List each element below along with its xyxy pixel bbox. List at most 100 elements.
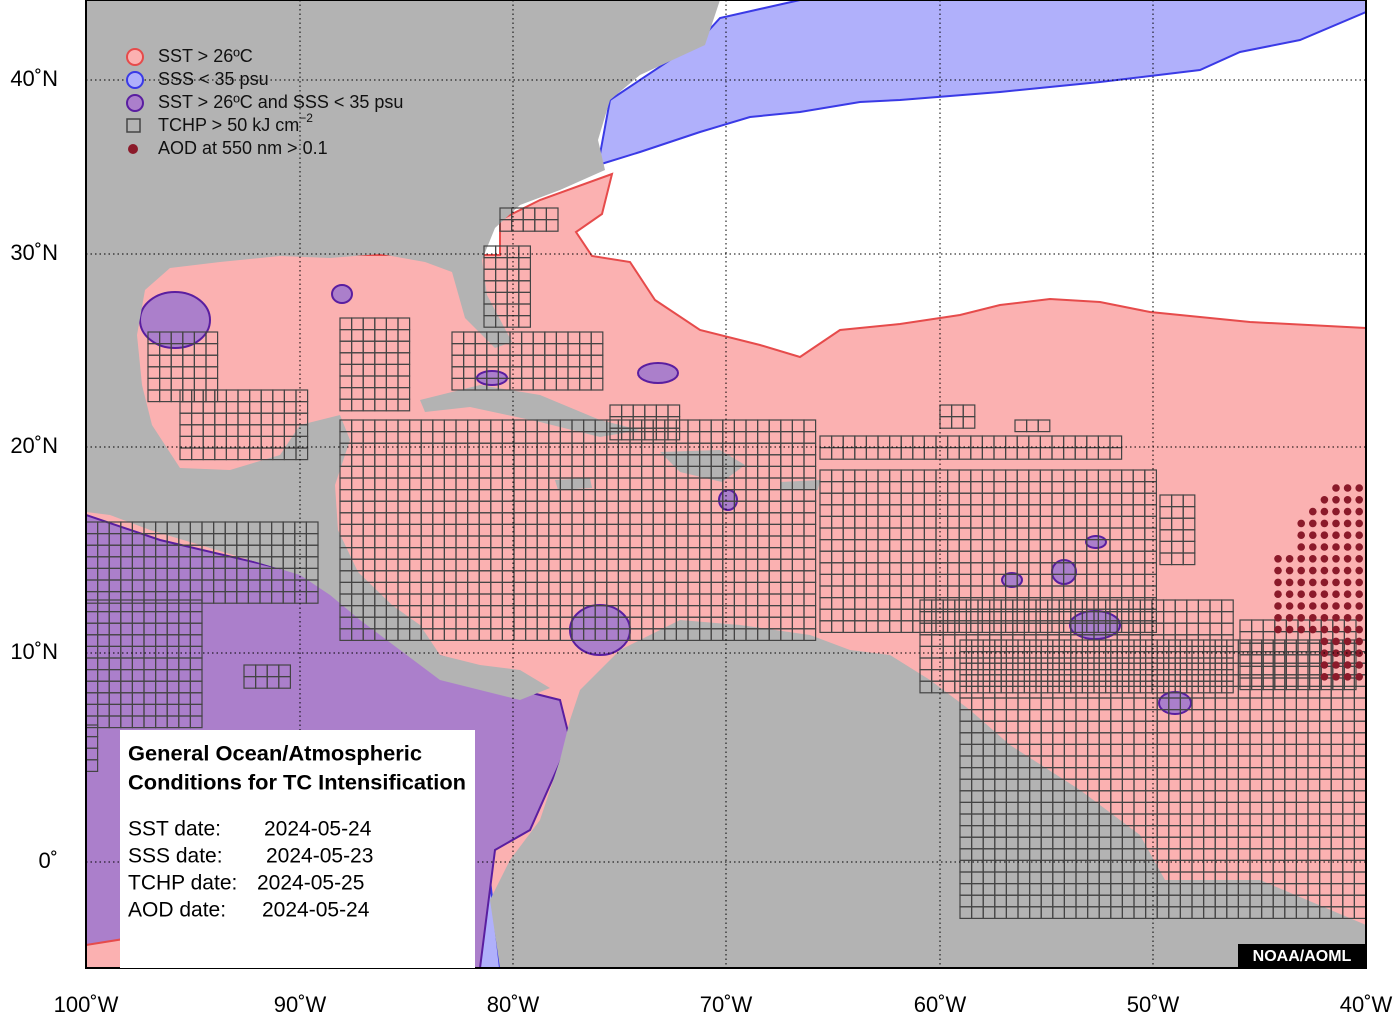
sst-sss-patch [139,291,211,349]
aod-dot [1343,673,1352,681]
tchp-cell [803,628,817,641]
aod-dot [1320,673,1329,681]
aod-dot [1355,637,1363,646]
legend-label: SST > 26ºC and SSS < 35 psu [158,92,403,112]
tchp-cell [962,416,976,429]
lat-label: 10˚N [10,639,58,664]
aod-dot [1309,614,1317,622]
jamaica [555,478,592,490]
date-value: 2024-05-24 [262,899,370,922]
aod-dot [1332,519,1340,528]
aod-dot [1343,602,1352,610]
aod-dot [1355,484,1363,492]
aod-dot [1285,590,1294,598]
tchp-cell [278,675,291,689]
aod-dot [1285,614,1294,622]
aod-dot [1297,578,1305,587]
aod-dot [1343,661,1352,669]
aod-dot [1309,625,1317,634]
aod-dot [1320,602,1329,610]
credit: NOAA/AOML [1253,948,1352,965]
date-value: 2024-05-25 [257,872,364,895]
aod-dot [1309,566,1317,575]
puerto-rico [780,480,820,490]
aod-dot [1332,602,1340,610]
tchp-cell [189,715,203,729]
tchp-cell [545,219,559,232]
aod-dot [1332,578,1340,587]
aod-dot [1320,519,1329,528]
aod-dot [1309,543,1317,551]
aod-dot [1297,614,1305,622]
lon-label: 50˚W [1127,992,1180,1017]
sst-sss-patch [1085,535,1107,549]
aod-dot [1343,543,1352,551]
aod-dot [1332,555,1340,563]
aod-dot [1274,614,1282,622]
aod-dot [1332,649,1340,657]
lat-label: 30˚N [10,240,58,265]
aod-dot [1309,555,1317,563]
tchp-cell [590,377,604,391]
aod-dot [1320,531,1329,539]
aod-dot [1309,507,1317,516]
lat-label: 40˚N [10,66,58,91]
legend-label: AOD at 550 nm > 0.1 [158,138,328,158]
aod-dot [1297,543,1305,551]
aod-dot [1355,661,1363,669]
aod-dot [1320,555,1329,563]
lat-label: 20˚N [10,433,58,458]
credit-background [1238,944,1366,968]
aod-dot [1320,507,1329,516]
aod-dot [1343,625,1352,634]
aod-dot [1274,590,1282,598]
aod-dot [1355,602,1363,610]
aod-dots [1274,484,1363,681]
date-label: SST date: [128,818,221,841]
aod-dot [1343,566,1352,575]
aod-dot [1274,625,1282,634]
land [86,0,1366,968]
legend-symbol [126,94,144,112]
aod-dot [1355,673,1363,681]
aod-dot [1355,590,1363,598]
aod-dot [1332,496,1340,504]
lon-label: 80˚W [487,992,540,1017]
sss-region [596,0,1366,167]
legend: SST > 26ºC SSS < 35 psu SST > 26ºC and S… [126,46,403,158]
tchp-cell [1109,447,1123,460]
aod-dot [1332,625,1340,634]
aod-dot [1320,661,1329,669]
aod-dot [1297,531,1305,539]
aod-dot [1343,496,1352,504]
aod-dot [1355,566,1363,575]
info-box-background [120,730,475,968]
north-central-america [86,0,720,700]
date-label: AOD date: [128,899,226,922]
aod-dot [1343,637,1352,646]
aod-dot [1332,484,1340,492]
aod-dot [1332,637,1340,646]
aod-dot [1332,543,1340,551]
aod-dot [1297,566,1305,575]
tchp-cell [518,315,531,328]
date-label: TCHP date: [128,872,237,895]
aod-dot [1355,578,1363,587]
aod-dot [1355,519,1363,528]
aod-dot [1297,590,1305,598]
legend-symbol [126,118,141,133]
tchp-cells [86,207,1366,919]
sst-sss-patch [637,362,679,384]
aod-dot [1320,590,1329,598]
aod-dot [1320,578,1329,587]
aod-dot [1355,543,1363,551]
legend-label-text: TCHP > 50 kJ cm [158,115,299,135]
aod-dot [1320,637,1329,646]
aod-dot [1343,555,1352,563]
aod-dot [1343,507,1352,516]
info-title: Conditions for TC Intensification [128,772,466,795]
aod-dot [1343,614,1352,622]
aod-dot [1332,673,1340,681]
aod-dot [1355,531,1363,539]
aod-dot [1274,602,1282,610]
